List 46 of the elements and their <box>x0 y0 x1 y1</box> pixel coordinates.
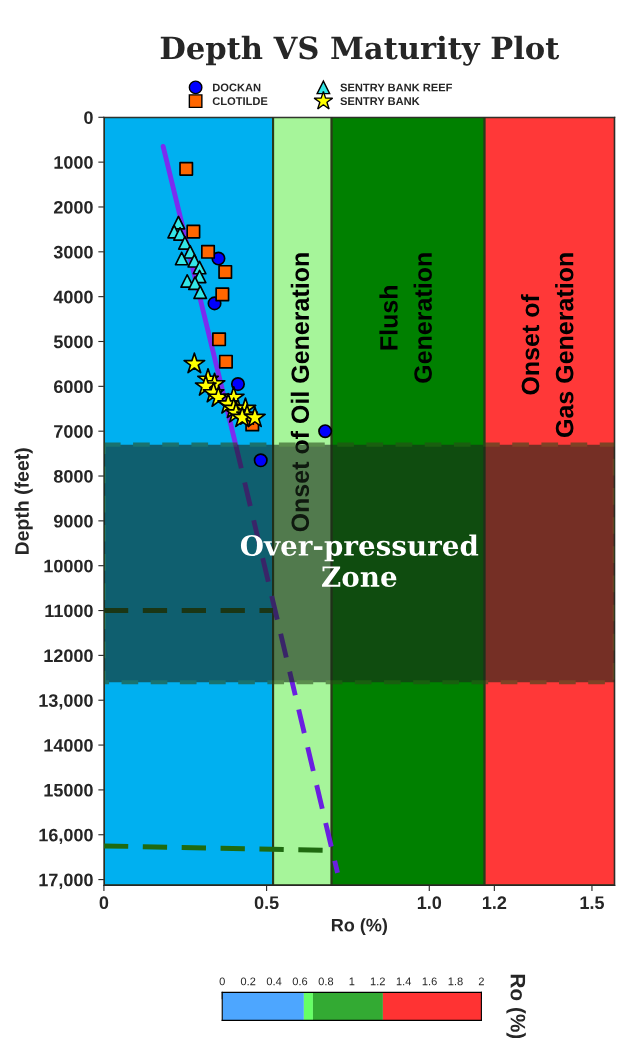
y-tick-label: 4000 <box>53 290 93 304</box>
y-tick-label: 1000 <box>54 156 93 169</box>
y-tick-label: 3000 <box>53 245 93 259</box>
x-tick-label: 1.5 <box>580 896 604 910</box>
band-label: Onset of Oil Generation <box>290 253 310 532</box>
y-tick-label: 17,000 <box>39 873 93 889</box>
x-tick-label: 0.4 <box>266 977 282 986</box>
legend-label: DOCKAN <box>213 83 261 92</box>
x-tick-label: 1.8 <box>448 977 463 986</box>
band-label: Over-pressured Zone <box>240 534 479 588</box>
chart-title: Depth VS Maturity Plot <box>160 35 560 66</box>
y-tick-label: 7000 <box>54 425 93 438</box>
x-tick-label: 1.0 <box>417 896 442 910</box>
y-tick-label: 2000 <box>53 200 93 214</box>
x-tick-label: 1 <box>349 977 355 986</box>
y-tick-label: 6000 <box>54 380 93 394</box>
y-tick-label: 14000 <box>44 739 93 752</box>
x-tick-label: 0 <box>99 896 109 910</box>
x-tick-label: 0.8 <box>318 977 334 986</box>
y-tick-label: 5000 <box>53 335 93 349</box>
band-label: Onset of Gas Generation <box>520 253 574 437</box>
y-axis-title: Ro (%) <box>506 974 526 1038</box>
x-tick-label: 1.4 <box>396 977 412 986</box>
x-tick-label: 0.2 <box>240 977 256 986</box>
x-tick-label: 0 <box>219 977 225 986</box>
legend-label: SENTRY BANK <box>340 97 420 106</box>
y-axis-title: Depth (feet) <box>14 448 33 555</box>
legend-label: CLOTILDE <box>212 97 268 106</box>
y-tick-label: 15000 <box>44 783 93 797</box>
x-axis-title: Ro (%) <box>331 918 388 936</box>
y-tick-label: 12000 <box>44 649 93 663</box>
y-tick-label: 11000 <box>45 604 93 618</box>
x-tick-label: 2 <box>478 977 484 986</box>
y-tick-label: 9000 <box>53 514 93 528</box>
x-tick-label: 1.2 <box>370 977 385 986</box>
x-tick-label: 0.6 <box>292 977 308 986</box>
band-label: Flush Generation <box>379 253 432 383</box>
x-tick-label: 1.2 <box>482 896 507 909</box>
y-tick-label: 0 <box>84 111 93 125</box>
x-tick-label: 0.5 <box>254 896 279 910</box>
y-tick-label: 16,000 <box>39 828 93 845</box>
legend-label: SENTRY BANK REEF <box>340 83 453 92</box>
y-tick-label: 13,000 <box>39 694 93 710</box>
y-tick-label: 8000 <box>53 469 93 483</box>
y-tick-label: 10000 <box>44 559 93 573</box>
x-tick-label: 1.6 <box>422 977 437 986</box>
